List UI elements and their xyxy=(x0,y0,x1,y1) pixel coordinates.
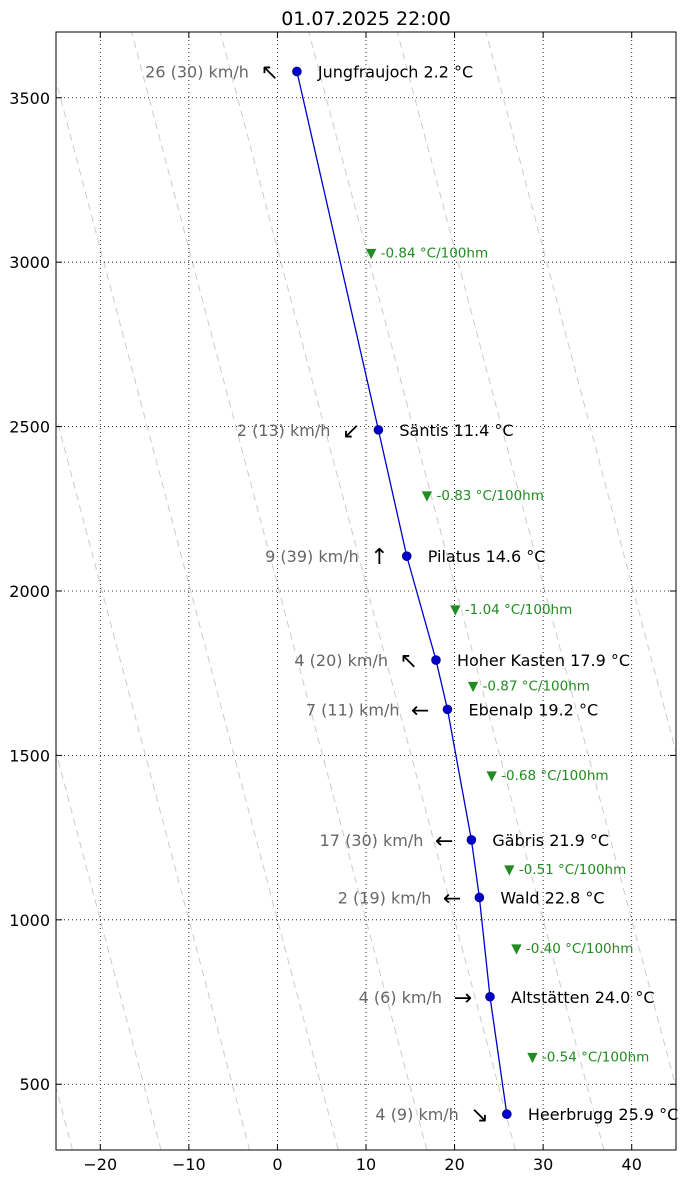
wind-arrow-icon: ↖ xyxy=(260,60,278,85)
wind-speed-label: 9 (39) km/h xyxy=(265,547,359,566)
wind-speed-label: 26 (30) km/h xyxy=(145,62,249,81)
wind-speed-label: 2 (19) km/h xyxy=(338,888,432,907)
station-temp-label: Ebenalp 19.2 °C xyxy=(468,700,598,719)
x-tick-label: 10 xyxy=(356,1155,376,1174)
x-tick-label: −20 xyxy=(83,1155,117,1174)
gradient-label: ▼ -0.87 °C/100hm xyxy=(468,679,590,695)
gradient-label: ▼ -0.54 °C/100hm xyxy=(527,1049,649,1065)
dry-adiabat-line-8 xyxy=(485,32,676,755)
station-marker xyxy=(431,655,441,665)
station-marker xyxy=(474,892,485,903)
station-temp-label: Hoher Kasten 17.9 °C xyxy=(457,651,630,670)
wind-arrow-icon: ↑ xyxy=(370,545,388,570)
y-axis: 500 1000 1500 2000 2500 3000 3500 xyxy=(9,89,676,1094)
station-temp-label: Wald 22.8 °C xyxy=(500,888,604,907)
station-temp-label: Heerbrugg 25.9 °C xyxy=(528,1105,678,1124)
gradient-label: ▼ -0.84 °C/100hm xyxy=(366,245,488,261)
wind-arrow-icon: ← xyxy=(411,698,429,723)
wind-arrow-icon: ← xyxy=(443,886,461,911)
station-marker xyxy=(292,66,302,77)
x-tick-label: 0 xyxy=(272,1155,282,1174)
y-tick-label: 3000 xyxy=(9,253,50,272)
wind-arrow-icon: ↘ xyxy=(470,1103,488,1128)
x-tick-label: 20 xyxy=(444,1155,464,1174)
station-labels: Jungfraujoch 2.2 °C ↖ 26 (30) km/h Säntis 1… xyxy=(145,60,678,1128)
station-marker xyxy=(373,425,384,435)
station-marker xyxy=(485,991,495,1002)
station-temp-label: Jungfraujoch 2.2 °C xyxy=(317,62,473,81)
wind-arrow-icon: ↖ xyxy=(400,649,418,674)
y-tick-label: 500 xyxy=(19,1075,50,1094)
wind-arrow-icon: → xyxy=(454,986,472,1011)
station-marker xyxy=(401,551,412,561)
dry-adiabat-line-3 xyxy=(56,79,339,1150)
x-tick-label: 30 xyxy=(533,1155,553,1174)
dry-adiabat-line-5 xyxy=(219,32,516,1150)
gradient-label: ▼ -0.68 °C/100hm xyxy=(486,768,608,784)
x-axis: −20 −10 0 10 20 30 40 xyxy=(83,32,642,1174)
wind-speed-label: 4 (20) km/h xyxy=(294,651,388,670)
wind-speed-label: 17 (30) km/h xyxy=(320,831,424,850)
station-marker xyxy=(502,1109,512,1119)
x-tick-label: −10 xyxy=(172,1155,206,1174)
gradient-label: ▼ -0.40 °C/100hm xyxy=(511,941,633,957)
station-temp-label: Altstätten 24.0 °C xyxy=(511,988,655,1007)
station-marker xyxy=(442,704,453,715)
gradient-label: ▼ -0.51 °C/100hm xyxy=(504,862,626,878)
wind-speed-label: 2 (13) km/h xyxy=(237,421,331,440)
y-tick-label: 2000 xyxy=(9,582,50,601)
gradient-labels: ▼ -0.84 °C/100hm ▼ -0.83 °C/100hm ▼ -1.04 … xyxy=(366,245,649,1065)
station-temp-label: Gäbris 21.9 °C xyxy=(492,831,609,850)
x-tick-label: 40 xyxy=(622,1155,642,1174)
station-temp-label: Säntis 11.4 °C xyxy=(399,421,513,440)
gradient-label: ▼ -1.04 °C/100hm xyxy=(450,602,572,618)
station-temp-label: Pilatus 14.6 °C xyxy=(428,547,546,566)
temperature-profile xyxy=(292,66,512,1119)
y-tick-label: 1000 xyxy=(9,911,50,930)
wind-arrow-icon: ← xyxy=(435,829,453,854)
y-tick-label: 3500 xyxy=(9,89,50,108)
station-marker xyxy=(466,835,477,845)
gradient-label: ▼ -0.83 °C/100hm xyxy=(422,488,544,504)
wind-speed-label: 7 (11) km/h xyxy=(306,700,400,719)
wind-arrow-icon: ↙ xyxy=(342,419,360,444)
dry-adiabat-line-2 xyxy=(56,414,251,1150)
wind-speed-label: 4 (9) km/h xyxy=(375,1105,458,1124)
y-tick-label: 2500 xyxy=(9,418,50,437)
chart-title: 01.07.2025 22:00 xyxy=(281,8,451,30)
dry-adiabat-line-4 xyxy=(131,32,428,1150)
wind-speed-label: 4 (6) km/h xyxy=(359,988,442,1007)
grid-lines xyxy=(56,32,676,1150)
y-tick-label: 1500 xyxy=(9,746,50,765)
profile-line xyxy=(296,71,508,1115)
dry-adiabat-line-1 xyxy=(56,750,162,1150)
